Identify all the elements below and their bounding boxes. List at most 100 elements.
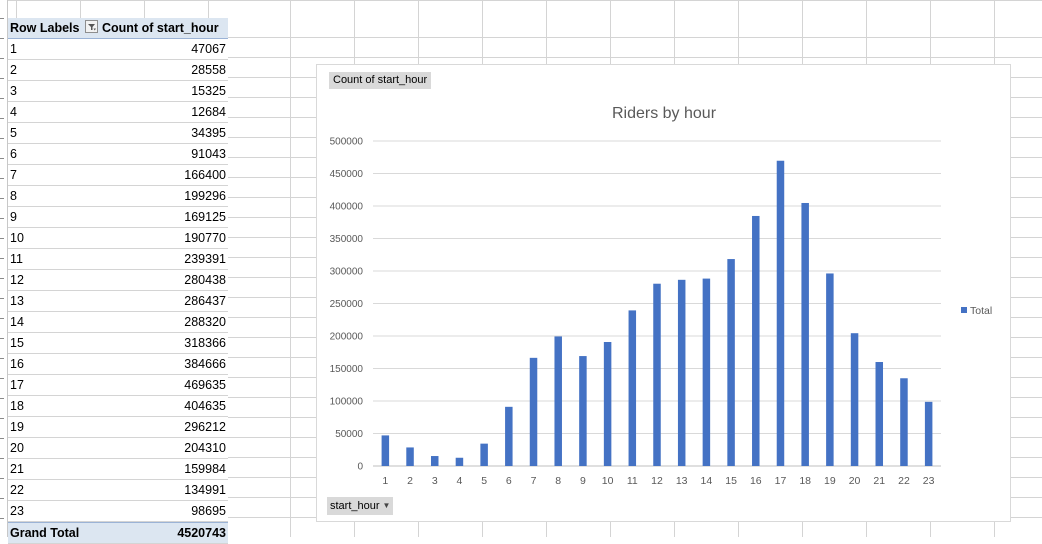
- pivot-row-value: 288320: [184, 315, 226, 329]
- x-tick-label: 2: [407, 475, 413, 487]
- bar: [381, 435, 390, 466]
- row-boundary-tick: [0, 158, 4, 159]
- pivot-row[interactable]: 8 199296: [8, 186, 228, 207]
- filter-icon: [88, 24, 96, 31]
- x-tick-label: 21: [873, 475, 885, 487]
- pivot-row-value: 98695: [191, 504, 226, 518]
- x-tick-label: 13: [676, 475, 688, 487]
- pivot-row-value: 190770: [184, 231, 226, 245]
- row-boundary-tick: [0, 218, 4, 219]
- pivot-body: 1 47067 2 28558 3 15325 4 12684 5 34395 6 91043 7 166…: [8, 39, 228, 522]
- row-header-strip[interactable]: [0, 0, 8, 537]
- pivot-row-value: 166400: [184, 168, 226, 182]
- bar: [430, 456, 439, 466]
- count-header[interactable]: Count of start_hour: [102, 21, 219, 35]
- y-tick-label: 200000: [330, 332, 364, 343]
- x-tick-label: 5: [481, 475, 487, 487]
- pivot-row[interactable]: 22 134991: [8, 480, 228, 501]
- pivot-row-label: 9: [10, 210, 17, 224]
- row-boundary-tick: [0, 518, 4, 519]
- bar: [628, 310, 637, 466]
- y-tick-label: 450000: [330, 169, 364, 180]
- pivot-row[interactable]: 4 12684: [8, 102, 228, 123]
- bar: [406, 447, 414, 466]
- pivot-row-value: 159984: [184, 462, 226, 476]
- x-tick-label: 11: [627, 475, 638, 487]
- pivot-row-value: 47067: [191, 42, 226, 56]
- pivot-row[interactable]: 18 404635: [8, 396, 228, 417]
- pivot-row[interactable]: 12 280438: [8, 270, 228, 291]
- bar: [850, 333, 859, 466]
- pivot-row-label: 16: [10, 357, 24, 371]
- pivot-row-value: 280438: [184, 273, 226, 287]
- y-tick-label: 150000: [330, 364, 364, 375]
- row-labels-filter-button[interactable]: [85, 20, 98, 33]
- pivot-row[interactable]: 15 318366: [8, 333, 228, 354]
- row-boundary-tick: [0, 78, 4, 79]
- bar: [875, 362, 884, 466]
- row-boundary-tick: [0, 298, 4, 299]
- pivot-row-value: 134991: [184, 483, 226, 497]
- pivot-row[interactable]: 3 15325: [8, 81, 228, 102]
- row-boundary-tick: [0, 358, 4, 359]
- x-tick-label: 14: [701, 475, 713, 487]
- pivot-row[interactable]: 5 34395: [8, 123, 228, 144]
- pivot-row-label: 19: [10, 420, 24, 434]
- pivot-row[interactable]: 1 47067: [8, 39, 228, 60]
- pivot-row[interactable]: 6 91043: [8, 144, 228, 165]
- row-boundary-tick: [0, 418, 4, 419]
- pivot-row[interactable]: 13 286437: [8, 291, 228, 312]
- x-tick-label: 3: [432, 475, 438, 487]
- x-tick-label: 6: [506, 475, 512, 487]
- pivot-row[interactable]: 14 288320: [8, 312, 228, 333]
- row-boundary-tick: [0, 338, 4, 339]
- bar: [702, 278, 711, 466]
- pivot-row[interactable]: 2 28558: [8, 60, 228, 81]
- x-tick-label: 9: [580, 475, 586, 487]
- x-tick-label: 17: [775, 475, 787, 487]
- pivot-row[interactable]: 20 204310: [8, 438, 228, 459]
- x-tick-label: 18: [799, 475, 811, 487]
- pivot-row[interactable]: 9 169125: [8, 207, 228, 228]
- axis-field-button[interactable]: start_hour ▼: [327, 497, 394, 515]
- pivot-row[interactable]: 11 239391: [8, 249, 228, 270]
- row-boundary-tick: [0, 318, 4, 319]
- x-tick-label: 4: [457, 475, 463, 487]
- bar: [677, 279, 686, 466]
- pivot-chart[interactable]: Count of start_hour Riders by hour 0 50000…: [316, 64, 1011, 522]
- pivot-row[interactable]: 7 166400: [8, 165, 228, 186]
- row-boundary-tick: [0, 438, 4, 439]
- bar: [900, 378, 908, 466]
- pivot-row-label: 7: [10, 168, 17, 182]
- pivot-row[interactable]: 21 159984: [8, 459, 228, 480]
- pivot-row-label: 12: [10, 273, 24, 287]
- pivot-row-label: 17: [10, 378, 24, 392]
- pivot-row-label: 1: [10, 42, 17, 56]
- bar: [579, 356, 587, 466]
- pivot-row[interactable]: 17 469635: [8, 375, 228, 396]
- x-tick-label: 19: [824, 475, 836, 487]
- bar: [653, 283, 661, 466]
- pivot-row-label: 3: [10, 84, 17, 98]
- pivot-row-label: 5: [10, 126, 17, 140]
- bar: [554, 336, 562, 466]
- bar: [480, 443, 488, 466]
- bar: [924, 401, 933, 466]
- pivot-row[interactable]: 16 384666: [8, 354, 228, 375]
- row-boundary-tick: [0, 198, 4, 199]
- bar: [752, 215, 760, 466]
- pivot-row-value: 169125: [184, 210, 226, 224]
- row-labels-header[interactable]: Row Labels: [10, 21, 80, 35]
- pivot-row-value: 286437: [184, 294, 226, 308]
- pivot-row[interactable]: 23 98695: [8, 501, 228, 522]
- pivot-row-label: 10: [10, 231, 24, 245]
- pivot-row-label: 14: [10, 315, 24, 329]
- pivot-row[interactable]: 19 296212: [8, 417, 228, 438]
- grand-total-row[interactable]: Grand Total 4520743: [8, 522, 228, 544]
- pivot-row[interactable]: 10 190770: [8, 228, 228, 249]
- bar: [826, 273, 834, 466]
- pivot-table[interactable]: Row Labels Count of start_hour 1 47067 2 28…: [8, 18, 228, 544]
- row-boundary-tick: [0, 138, 4, 139]
- value-field-button[interactable]: Count of start_hour: [329, 72, 432, 89]
- row-boundary-tick: [0, 178, 4, 179]
